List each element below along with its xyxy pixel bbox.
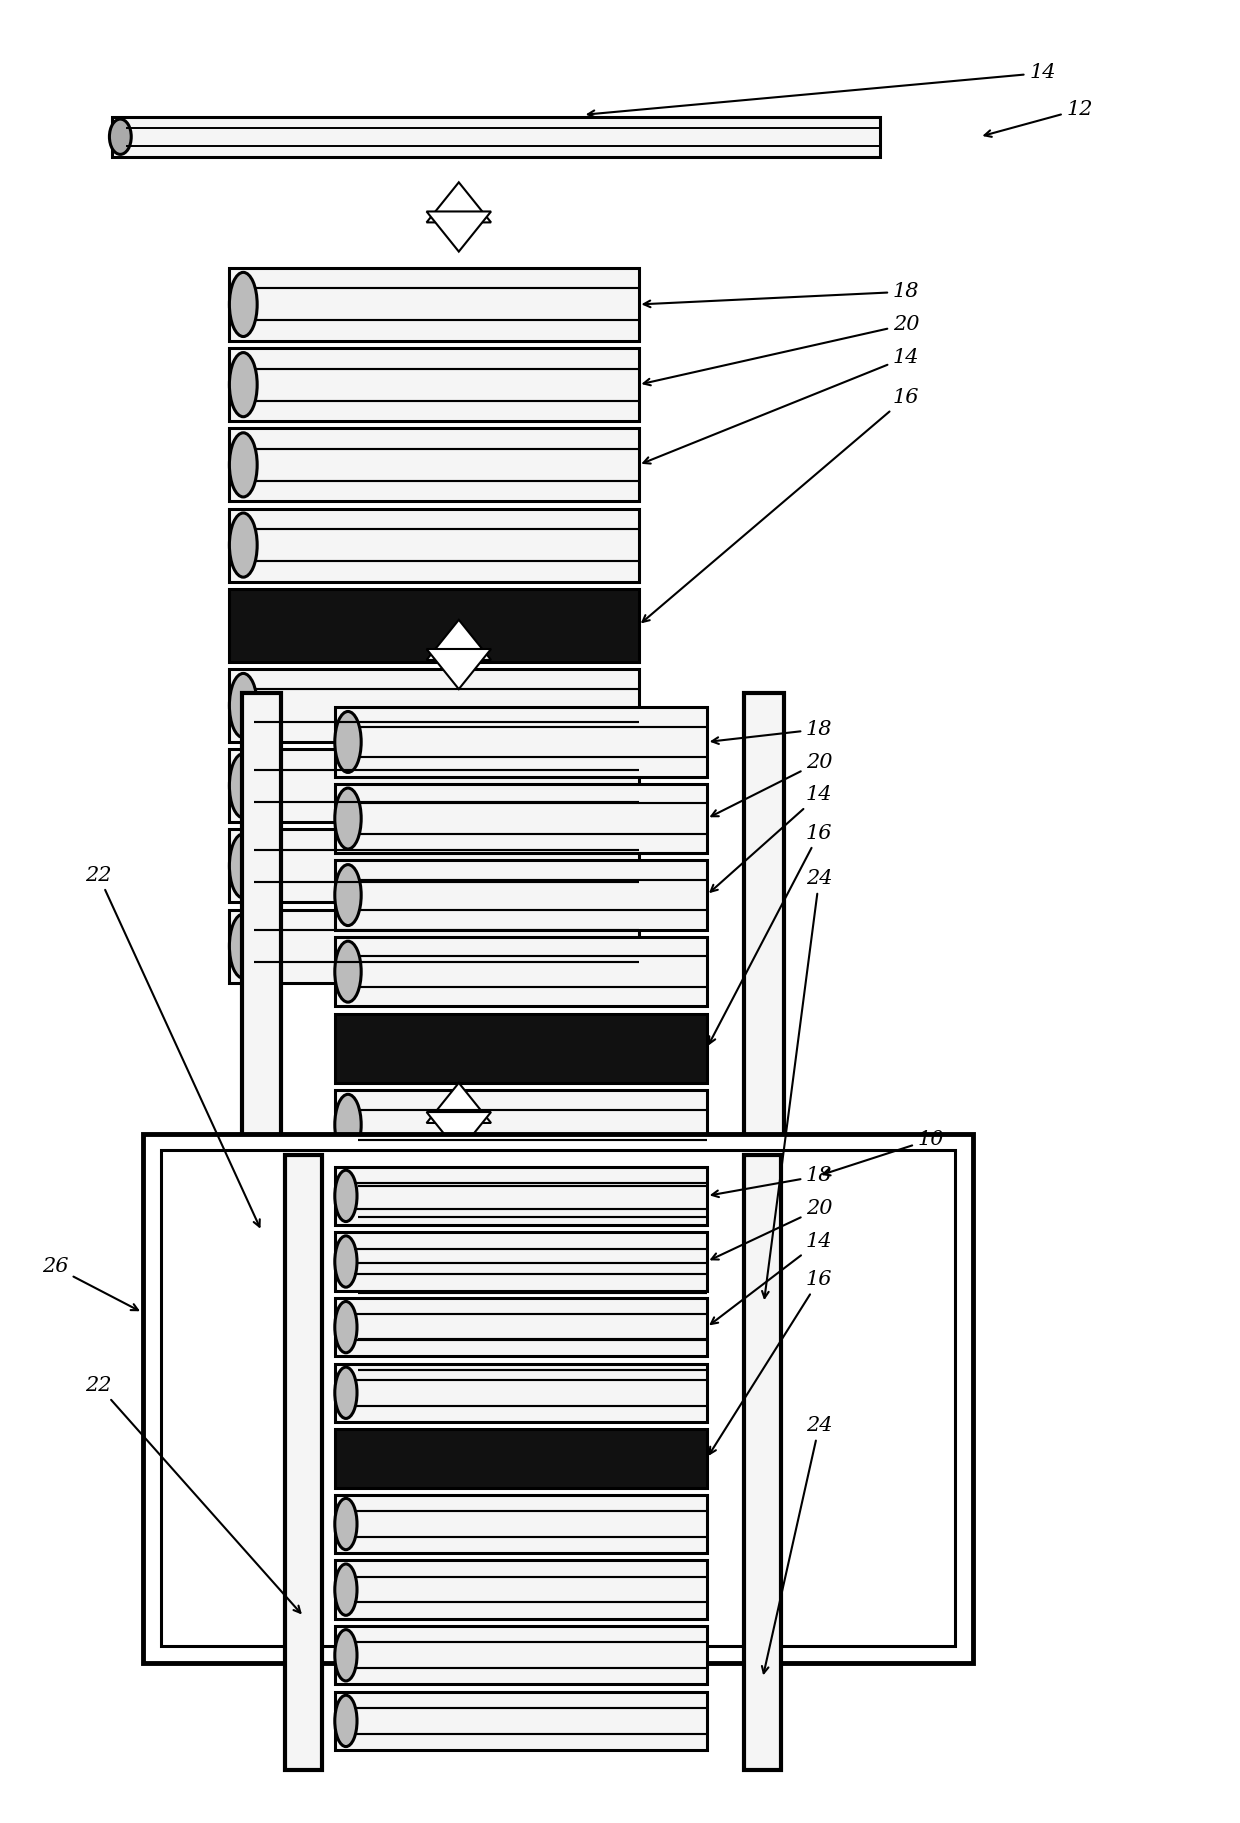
Bar <box>335 1167 707 1236</box>
Bar <box>229 910 639 983</box>
Ellipse shape <box>229 913 257 979</box>
Bar <box>229 348 639 421</box>
Bar <box>161 1150 955 1646</box>
Text: 24: 24 <box>761 1416 832 1674</box>
Ellipse shape <box>229 272 257 337</box>
Ellipse shape <box>229 512 257 578</box>
Bar <box>335 860 707 930</box>
Ellipse shape <box>229 833 257 899</box>
Bar <box>112 117 880 157</box>
Polygon shape <box>427 182 491 222</box>
Bar <box>242 693 281 1411</box>
Bar <box>335 1014 707 1083</box>
Bar <box>444 649 474 660</box>
Bar <box>229 268 639 341</box>
Ellipse shape <box>335 1170 361 1232</box>
Text: 16: 16 <box>709 824 832 1045</box>
Bar <box>229 669 639 742</box>
Ellipse shape <box>335 864 361 926</box>
Text: 20: 20 <box>712 753 832 817</box>
Polygon shape <box>427 649 491 689</box>
Ellipse shape <box>335 1170 357 1221</box>
Text: 18: 18 <box>712 1167 832 1198</box>
Bar <box>444 1112 474 1123</box>
Bar <box>229 749 639 822</box>
Text: 14: 14 <box>711 1232 832 1323</box>
Text: 14: 14 <box>588 64 1055 117</box>
Bar <box>143 1134 973 1663</box>
Ellipse shape <box>335 788 361 850</box>
Text: 14: 14 <box>644 348 919 463</box>
Bar <box>335 707 707 777</box>
Text: 20: 20 <box>644 315 919 385</box>
Ellipse shape <box>109 118 131 155</box>
Bar <box>229 509 639 582</box>
Ellipse shape <box>229 753 257 819</box>
Ellipse shape <box>335 1094 361 1156</box>
Ellipse shape <box>229 352 257 417</box>
Bar <box>335 1364 707 1422</box>
Ellipse shape <box>335 1247 361 1309</box>
Ellipse shape <box>229 673 257 738</box>
Bar <box>335 1320 707 1389</box>
Polygon shape <box>427 1112 491 1152</box>
Ellipse shape <box>335 1302 357 1353</box>
Ellipse shape <box>335 1630 357 1681</box>
Ellipse shape <box>229 432 257 498</box>
Bar <box>335 784 707 853</box>
Polygon shape <box>427 620 491 660</box>
Bar <box>335 937 707 1006</box>
Ellipse shape <box>335 941 361 1003</box>
Ellipse shape <box>335 711 361 773</box>
Bar <box>229 428 639 501</box>
Bar <box>285 1156 322 1770</box>
Bar <box>335 1692 707 1750</box>
Polygon shape <box>427 1083 491 1123</box>
Text: 26: 26 <box>42 1258 138 1311</box>
Text: 18: 18 <box>712 720 832 744</box>
Bar <box>444 211 474 222</box>
Text: 16: 16 <box>709 1271 832 1455</box>
Ellipse shape <box>335 1236 357 1287</box>
Ellipse shape <box>335 1367 357 1418</box>
Bar <box>229 829 639 902</box>
Bar <box>335 1560 707 1619</box>
Bar <box>335 1298 707 1356</box>
Text: 12: 12 <box>985 100 1092 137</box>
Bar <box>335 1232 707 1291</box>
Text: 16: 16 <box>642 388 919 622</box>
Ellipse shape <box>335 1499 357 1550</box>
Bar <box>744 1156 781 1770</box>
Bar <box>335 1495 707 1553</box>
Text: 22: 22 <box>86 1376 300 1613</box>
Text: 22: 22 <box>86 866 259 1227</box>
Text: 14: 14 <box>711 786 832 891</box>
Bar <box>335 1243 707 1313</box>
Bar <box>744 693 784 1411</box>
Bar <box>229 589 639 662</box>
Text: 18: 18 <box>644 283 919 308</box>
Text: 24: 24 <box>763 870 832 1298</box>
Bar <box>335 1090 707 1159</box>
Text: 10: 10 <box>823 1130 944 1176</box>
Bar <box>335 1167 707 1225</box>
Ellipse shape <box>335 1323 361 1385</box>
Bar <box>335 1626 707 1684</box>
Ellipse shape <box>335 1695 357 1746</box>
Bar <box>335 1429 707 1488</box>
Polygon shape <box>427 211 491 252</box>
Ellipse shape <box>335 1564 357 1615</box>
Text: 20: 20 <box>712 1200 832 1260</box>
